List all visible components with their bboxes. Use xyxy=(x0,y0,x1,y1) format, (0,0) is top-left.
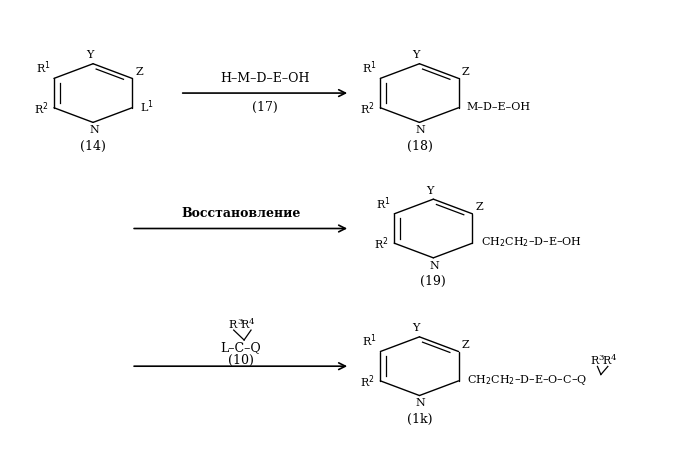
Text: N: N xyxy=(90,125,99,135)
Text: M–D–E–OH: M–D–E–OH xyxy=(467,102,531,112)
Text: R$^2$: R$^2$ xyxy=(374,236,388,252)
Text: CH$_2$CH$_2$–D–E–O–C–Q: CH$_2$CH$_2$–D–E–O–C–Q xyxy=(467,373,587,387)
Text: R: R xyxy=(229,320,237,330)
Text: 4: 4 xyxy=(249,319,255,326)
Text: R$^1$: R$^1$ xyxy=(362,333,377,349)
Text: R: R xyxy=(591,356,598,366)
Text: (19): (19) xyxy=(421,275,446,288)
Text: Z: Z xyxy=(462,67,470,77)
Text: Y: Y xyxy=(426,186,433,196)
Text: R: R xyxy=(241,320,249,330)
Text: R$^2$: R$^2$ xyxy=(360,101,374,117)
Text: R$^2$: R$^2$ xyxy=(34,101,48,117)
Text: R$^1$: R$^1$ xyxy=(36,59,50,76)
Text: CH$_2$CH$_2$–D–E–OH: CH$_2$CH$_2$–D–E–OH xyxy=(481,235,582,249)
Text: Y: Y xyxy=(412,50,420,60)
Text: N: N xyxy=(416,398,426,408)
Text: R$^2$: R$^2$ xyxy=(360,373,374,390)
Text: (18): (18) xyxy=(407,139,433,153)
Text: L$^1$: L$^1$ xyxy=(141,99,154,115)
Text: (14): (14) xyxy=(80,139,106,153)
Text: Y: Y xyxy=(412,323,420,333)
Text: 4: 4 xyxy=(610,354,616,362)
Text: Z: Z xyxy=(476,202,484,212)
Text: Восстановление: Восстановление xyxy=(181,207,300,220)
Text: L–C–Q: L–C–Q xyxy=(220,341,261,354)
Text: 3: 3 xyxy=(237,319,242,326)
Text: R: R xyxy=(603,356,610,366)
Text: Z: Z xyxy=(462,340,470,350)
Text: (17): (17) xyxy=(252,101,278,114)
Text: R$^1$: R$^1$ xyxy=(362,59,377,76)
Text: N: N xyxy=(416,125,426,135)
Text: H–M–D–E–OH: H–M–D–E–OH xyxy=(220,72,309,85)
Text: Y: Y xyxy=(86,50,93,60)
Text: 3: 3 xyxy=(598,354,604,362)
Text: R$^1$: R$^1$ xyxy=(376,195,391,212)
Text: (10): (10) xyxy=(228,354,253,367)
Text: N: N xyxy=(430,260,440,271)
Text: (1k): (1k) xyxy=(407,413,432,425)
Text: Z: Z xyxy=(136,67,144,77)
